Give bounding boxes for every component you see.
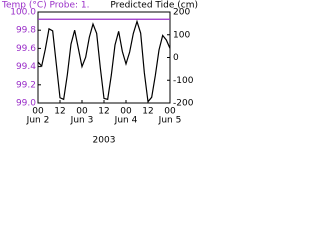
x-tick-label: 12 (142, 107, 153, 117)
y2-tick-label: -100 (173, 76, 194, 86)
y-tick-label: 99.2 (16, 80, 36, 90)
x-date-label: Jun 3 (70, 116, 94, 126)
page: Temp (°C) Probe: 1. Predicted Tide (cm) … (1, 0, 198, 146)
y-tick-label: 99.0 (16, 99, 36, 109)
y2-tick-label: -200 (173, 99, 194, 109)
y2-title: Predicted Tide (cm) (110, 1, 198, 11)
y-tick-label: 99.4 (16, 62, 36, 72)
series-line (37, 19, 171, 104)
y-tick-label: 99.8 (16, 26, 36, 36)
x-date-label: Jun 2 (26, 116, 50, 126)
chart: Temp (°C) Probe: 1. Predicted Tide (cm) … (1, 1, 198, 146)
x-tick-label: 00 (32, 107, 44, 117)
y-tick-label: 100.0 (10, 8, 36, 18)
x-tick-label: 00 (164, 107, 176, 117)
y2-tick-label: 0 (173, 53, 179, 63)
x-date-label: Jun 5 (158, 116, 182, 126)
x-tick-label: 12 (54, 107, 65, 117)
plot-frame (37, 11, 171, 104)
chart-title: Temp (°C) Probe: 1. (1, 1, 90, 11)
x-tick-label: 00 (76, 107, 88, 117)
y2-tick-label: 200 (173, 8, 190, 18)
x-label: 2003 (93, 136, 116, 146)
y2-tick-label: 100 (173, 30, 190, 40)
x-date-label: Jun 4 (114, 116, 138, 126)
x-tick-label: 12 (98, 107, 109, 117)
y-tick-label: 99.6 (16, 44, 36, 54)
x-tick-label: 00 (120, 107, 132, 117)
